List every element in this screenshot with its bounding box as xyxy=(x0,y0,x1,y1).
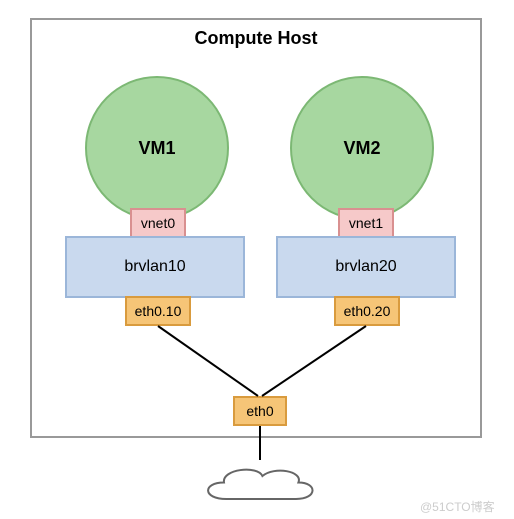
brvlan20-label: brvlan20 xyxy=(335,258,396,276)
vnet1-box: vnet1 xyxy=(338,208,394,238)
vm2-label: VM2 xyxy=(343,138,380,159)
watermark-text: @51CTO博客 xyxy=(420,498,495,515)
brvlan10-box: brvlan10 xyxy=(65,236,245,298)
compute-host-box xyxy=(30,18,482,438)
vnet1-label: vnet1 xyxy=(349,215,383,231)
eth010-box: eth0.10 xyxy=(125,296,191,326)
vm1-node: VM1 xyxy=(85,76,229,220)
vnet0-label: vnet0 xyxy=(141,215,175,231)
eth0-box: eth0 xyxy=(233,396,287,426)
vnet0-box: vnet0 xyxy=(130,208,186,238)
vm1-label: VM1 xyxy=(138,138,175,159)
brvlan20-box: brvlan20 xyxy=(276,236,456,298)
eth010-label: eth0.10 xyxy=(135,303,182,319)
eth020-box: eth0.20 xyxy=(334,296,400,326)
cloud-icon xyxy=(200,460,320,510)
page-title: Compute Host xyxy=(140,28,372,49)
eth0-label: eth0 xyxy=(246,403,273,419)
brvlan10-label: brvlan10 xyxy=(124,258,185,276)
vm2-node: VM2 xyxy=(290,76,434,220)
eth020-label: eth0.20 xyxy=(344,303,391,319)
